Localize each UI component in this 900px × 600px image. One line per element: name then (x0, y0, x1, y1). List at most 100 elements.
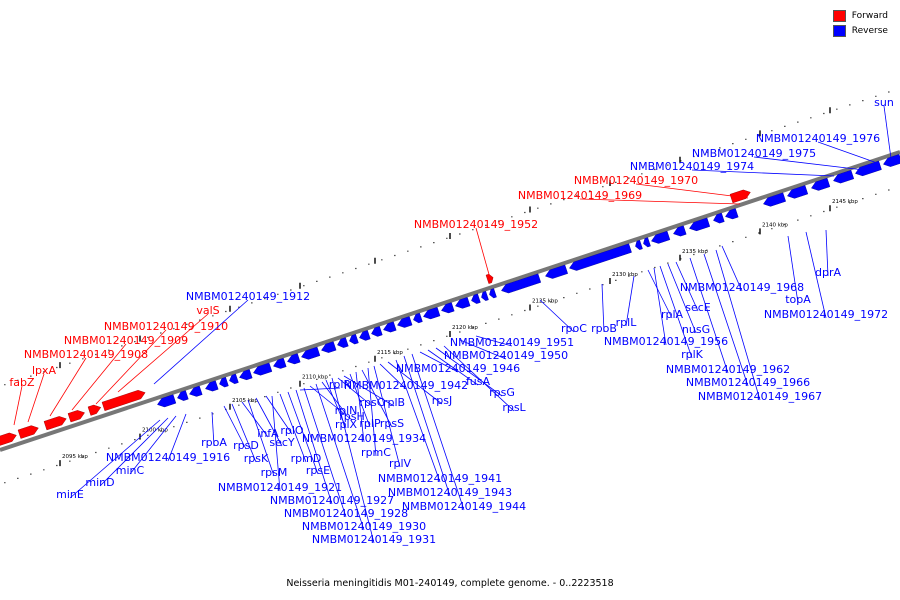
gene-label[interactable]: rplL (616, 316, 638, 329)
gene-label[interactable]: NMBM01240149_1921 (218, 481, 342, 494)
gene-label[interactable]: NMBM01240149_1969 (518, 189, 642, 202)
reverse-gene-arrow[interactable] (382, 321, 397, 334)
gene-label[interactable]: NMBM01240149_1908 (24, 348, 148, 361)
gene-label[interactable]: NMBM01240149_1927 (270, 494, 394, 507)
forward-gene-arrow[interactable] (43, 414, 68, 431)
gene-label[interactable]: rpsJ (432, 394, 452, 407)
forward-gene-arrow[interactable] (485, 273, 495, 284)
reverse-gene-arrow[interactable] (500, 273, 542, 295)
gene-label[interactable]: NMBM01240149_1974 (630, 160, 754, 173)
reverse-gene-arrow[interactable] (370, 326, 383, 338)
gene-label[interactable]: lpxA (32, 364, 57, 377)
gene-label[interactable]: rplP (359, 417, 381, 430)
gene-label[interactable]: NMBM01240149_1934 (302, 432, 426, 445)
gene-label[interactable]: NMBM01240149_1943 (388, 486, 512, 499)
reverse-gene-arrow[interactable] (358, 330, 371, 342)
reverse-gene-arrow[interactable] (650, 230, 671, 245)
gene-label[interactable]: NMBM01240149_1928 (284, 507, 408, 520)
forward-gene-arrow[interactable] (17, 424, 40, 439)
forward-gene-arrow[interactable] (101, 388, 147, 411)
gene-label[interactable]: secE (685, 301, 711, 314)
gene-label[interactable]: NMBM01240149_1941 (378, 472, 502, 485)
reverse-gene-arrow[interactable] (786, 185, 809, 200)
gene-label[interactable]: NMBM01240149_1956 (604, 335, 728, 348)
reverse-gene-arrow[interactable] (762, 192, 786, 208)
reverse-gene-arrow[interactable] (724, 208, 739, 221)
forward-gene-arrow[interactable] (87, 403, 102, 416)
gene-label[interactable]: rpsL (502, 401, 526, 414)
gene-label[interactable]: rplA (661, 308, 684, 321)
gene-label[interactable]: NMBM01240149_1962 (666, 363, 790, 376)
gene-label[interactable]: fusA (466, 375, 491, 388)
reverse-gene-arrow[interactable] (440, 302, 455, 315)
reverse-gene-arrow[interactable] (882, 154, 900, 168)
gene-label[interactable]: topA (785, 293, 811, 306)
reverse-gene-arrow[interactable] (228, 373, 239, 385)
reverse-gene-arrow[interactable] (642, 237, 651, 248)
gene-label[interactable]: sun (874, 96, 894, 109)
gene-label[interactable]: NMBM01240149_1909 (64, 334, 188, 347)
gene-label[interactable]: NMBM01240149_1952 (414, 218, 538, 231)
reverse-gene-arrow[interactable] (218, 377, 229, 388)
forward-gene-arrow[interactable] (729, 188, 752, 204)
gene-label[interactable]: NMBM01240149_1970 (574, 174, 698, 187)
gene-label[interactable]: rpsD (233, 439, 259, 452)
reverse-gene-arrow[interactable] (712, 212, 725, 225)
gene-label[interactable]: NMBM01240149_1950 (444, 349, 568, 362)
gene-label[interactable]: rplV (389, 457, 412, 470)
gene-label[interactable]: rplX (335, 418, 358, 431)
gene-label[interactable]: NMBM01240149_1916 (106, 451, 230, 464)
gene-label[interactable]: nusG (682, 323, 710, 336)
gene-label[interactable]: rplB (383, 396, 405, 409)
gene-label[interactable]: minE (56, 488, 84, 501)
reverse-gene-arrow[interactable] (672, 225, 687, 238)
reverse-gene-arrow[interactable] (320, 341, 337, 355)
gene-label[interactable]: rpoC (561, 322, 587, 335)
reverse-gene-arrow[interactable] (336, 337, 349, 350)
gene-label[interactable]: secY (269, 436, 295, 449)
gene-label[interactable]: NMBM01240149_1975 (692, 147, 816, 160)
gene-label[interactable]: rpsM (261, 466, 288, 479)
reverse-gene-arrow[interactable] (470, 293, 481, 305)
gene-label[interactable]: rpsG (489, 386, 515, 399)
reverse-gene-arrow[interactable] (488, 288, 497, 299)
gene-label[interactable]: valS (196, 304, 219, 317)
reverse-gene-arrow[interactable] (810, 177, 831, 192)
reverse-gene-arrow[interactable] (634, 239, 643, 250)
reverse-gene-arrow[interactable] (832, 169, 855, 185)
gene-label[interactable]: NMBM01240149_1972 (764, 308, 888, 321)
reverse-gene-arrow[interactable] (422, 307, 441, 321)
reverse-gene-arrow[interactable] (454, 297, 471, 310)
gene-label[interactable]: rplK (681, 348, 704, 361)
reverse-gene-arrow[interactable] (300, 346, 321, 361)
gene-label[interactable]: minD (85, 476, 114, 489)
gene-label[interactable]: rplN (335, 404, 358, 417)
gene-label[interactable]: NMBM01240149_1966 (686, 376, 810, 389)
gene-label[interactable]: rpsK (244, 452, 269, 465)
reverse-gene-arrow[interactable] (176, 390, 189, 403)
reverse-gene-arrow[interactable] (238, 369, 253, 381)
gene-label[interactable]: dprA (815, 266, 841, 279)
forward-gene-arrow[interactable] (0, 431, 18, 447)
reverse-gene-arrow[interactable] (272, 357, 287, 370)
gene-label[interactable]: NMBM01240149_1930 (302, 520, 426, 533)
gene-label[interactable]: rpoA (201, 436, 227, 449)
gene-label[interactable]: NMBM01240149_1968 (680, 281, 804, 294)
reverse-gene-arrow[interactable] (412, 312, 423, 324)
gene-label[interactable]: NMBM01240149_1967 (698, 390, 822, 403)
gene-label[interactable]: NMBM01240149_1910 (104, 320, 228, 333)
gene-label[interactable]: NMBM01240149_1976 (756, 132, 880, 145)
reverse-gene-arrow[interactable] (188, 385, 203, 398)
reverse-gene-arrow[interactable] (286, 353, 301, 366)
reverse-gene-arrow[interactable] (204, 380, 219, 393)
gene-label[interactable]: NMBM01240149_1942 (344, 379, 468, 392)
gene-label[interactable]: minC (116, 464, 145, 477)
gene-label[interactable]: fabZ (9, 376, 35, 389)
reverse-gene-arrow[interactable] (252, 362, 273, 377)
reverse-gene-arrow[interactable] (348, 334, 359, 345)
gene-label[interactable]: NMBM01240149_1951 (450, 336, 574, 349)
reverse-gene-arrow[interactable] (396, 316, 413, 329)
reverse-gene-arrow[interactable] (480, 290, 489, 301)
gene-label[interactable]: rpsC (360, 396, 385, 409)
gene-label[interactable]: rplO (280, 424, 304, 437)
